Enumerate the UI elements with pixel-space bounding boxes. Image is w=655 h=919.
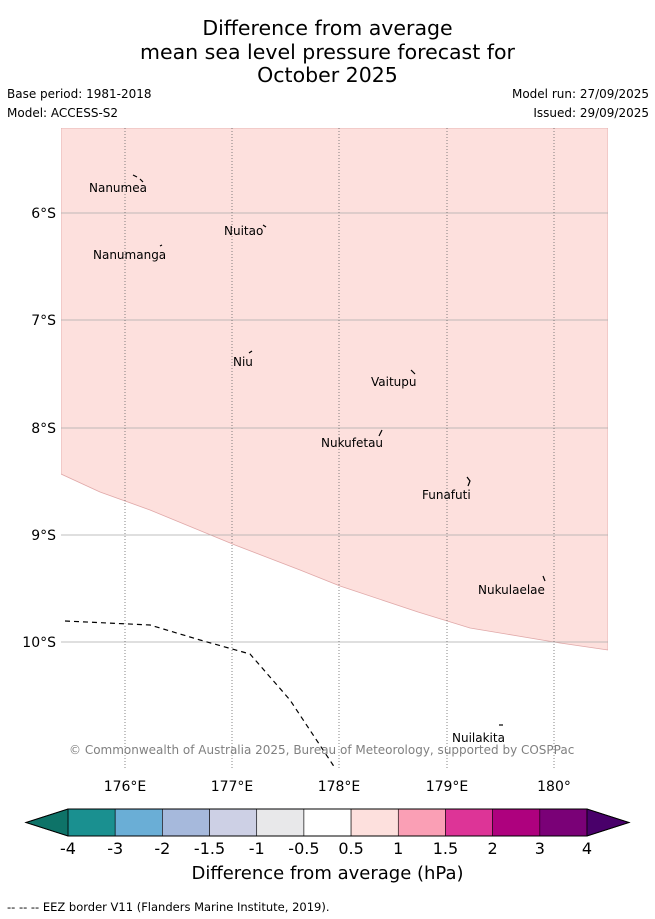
colorbar [24,808,631,837]
island-nanumanga-shape [159,244,163,247]
colorbar-tick-label: -2 [154,839,171,858]
island-nukufetau-shape [378,429,383,437]
place-label-funafuti: Funafuti [422,488,471,502]
island-nukulaelae-shape [542,575,546,582]
colorbar-tick-label: 4 [581,839,593,858]
lat-label-6s: 6°S [31,206,56,222]
colorbar-segment [492,808,541,837]
colorbar-tick-label: 3 [534,839,545,858]
island-nuitao-shape [262,224,267,228]
colorbar-tick-label: 1 [393,839,404,858]
colorbar-extend-high [586,808,631,837]
place-label-nukufetau: Nukufetau [321,436,383,450]
base-period: Base period: 1981-2018 [7,87,152,101]
island-nanumea-shape [132,174,144,183]
colorbar-extend-low [24,808,69,837]
colorbar-segment [397,808,446,837]
model-run: Model run: 27/09/2025 [511,87,649,101]
colorbar-segment [350,808,399,837]
lat-label-9s: 9°S [31,528,56,544]
colorbar-tick-label: -1 [248,839,265,858]
colorbar-tick-label: -3 [107,839,124,858]
colorbar-tick-label: 1.5 [432,839,459,858]
map: Nanumea Nuitao Nanumanga Niu Vaitupu Nuk… [22,128,608,795]
title-line-2: mean sea level pressure forecast for [140,40,515,64]
colorbar-segment [539,808,588,837]
eez-border [64,620,336,768]
lon-label-178e: 178°E [318,779,361,795]
island-funafuti-shape [466,476,471,487]
place-label-nanumanga: Nanumanga [93,248,166,262]
lon-label-177e: 177°E [211,779,254,795]
lon-label-180: 180° [537,779,571,795]
island-vaitupu-shape [410,369,416,375]
place-label-vaitupu: Vaitupu [371,375,417,389]
place-label-nuilakita: Nuilakita [452,731,505,745]
lon-label-179e: 179°E [426,779,469,795]
title-line-1: Difference from average [202,16,453,40]
colorbar-tick-label: -1.5 [193,839,226,858]
colorbar-segment [162,808,210,837]
island-niu-shape [248,350,253,354]
issued-date: Issued: 29/09/2025 [533,106,649,120]
lon-label-176e: 176°E [104,779,147,795]
colorbar-segment [256,808,305,837]
colorbar-segment [67,808,116,837]
lat-label-8s: 8°S [31,421,56,437]
colorbar-segment [445,808,493,837]
place-label-nanumea: Nanumea [89,181,147,195]
colorbar-outline [24,808,631,837]
lat-label-7s: 7°S [31,313,56,329]
colorbar-tick-label: 2 [487,839,498,858]
lat-label-10s: 10°S [22,635,56,651]
colorbar-segment [303,808,352,837]
anomaly-region-0.5-1 [61,128,608,651]
colorbar-tick-label: 0.5 [338,839,364,858]
colorbar-segment [114,808,163,837]
place-label-nuitao: Nuitao [224,224,263,238]
model-name: Model: ACCESS-S2 [7,106,119,120]
copyright-note: © Commonwealth of Australia 2025, Bureau… [69,743,574,757]
place-label-nukulaelae: Nukulaelae [478,583,545,597]
colorbar-tick-label: -0.5 [288,839,320,858]
eez-legend: -- -- -- EEZ border V11 (Flanders Marine… [7,900,330,914]
colorbar-title: Difference from average (hPa) [191,863,464,884]
title-line-3: October 2025 [257,63,398,87]
colorbar-tick-label: -4 [60,839,76,858]
colorbar-segment [209,808,258,837]
place-label-niu: Niu [233,355,253,369]
